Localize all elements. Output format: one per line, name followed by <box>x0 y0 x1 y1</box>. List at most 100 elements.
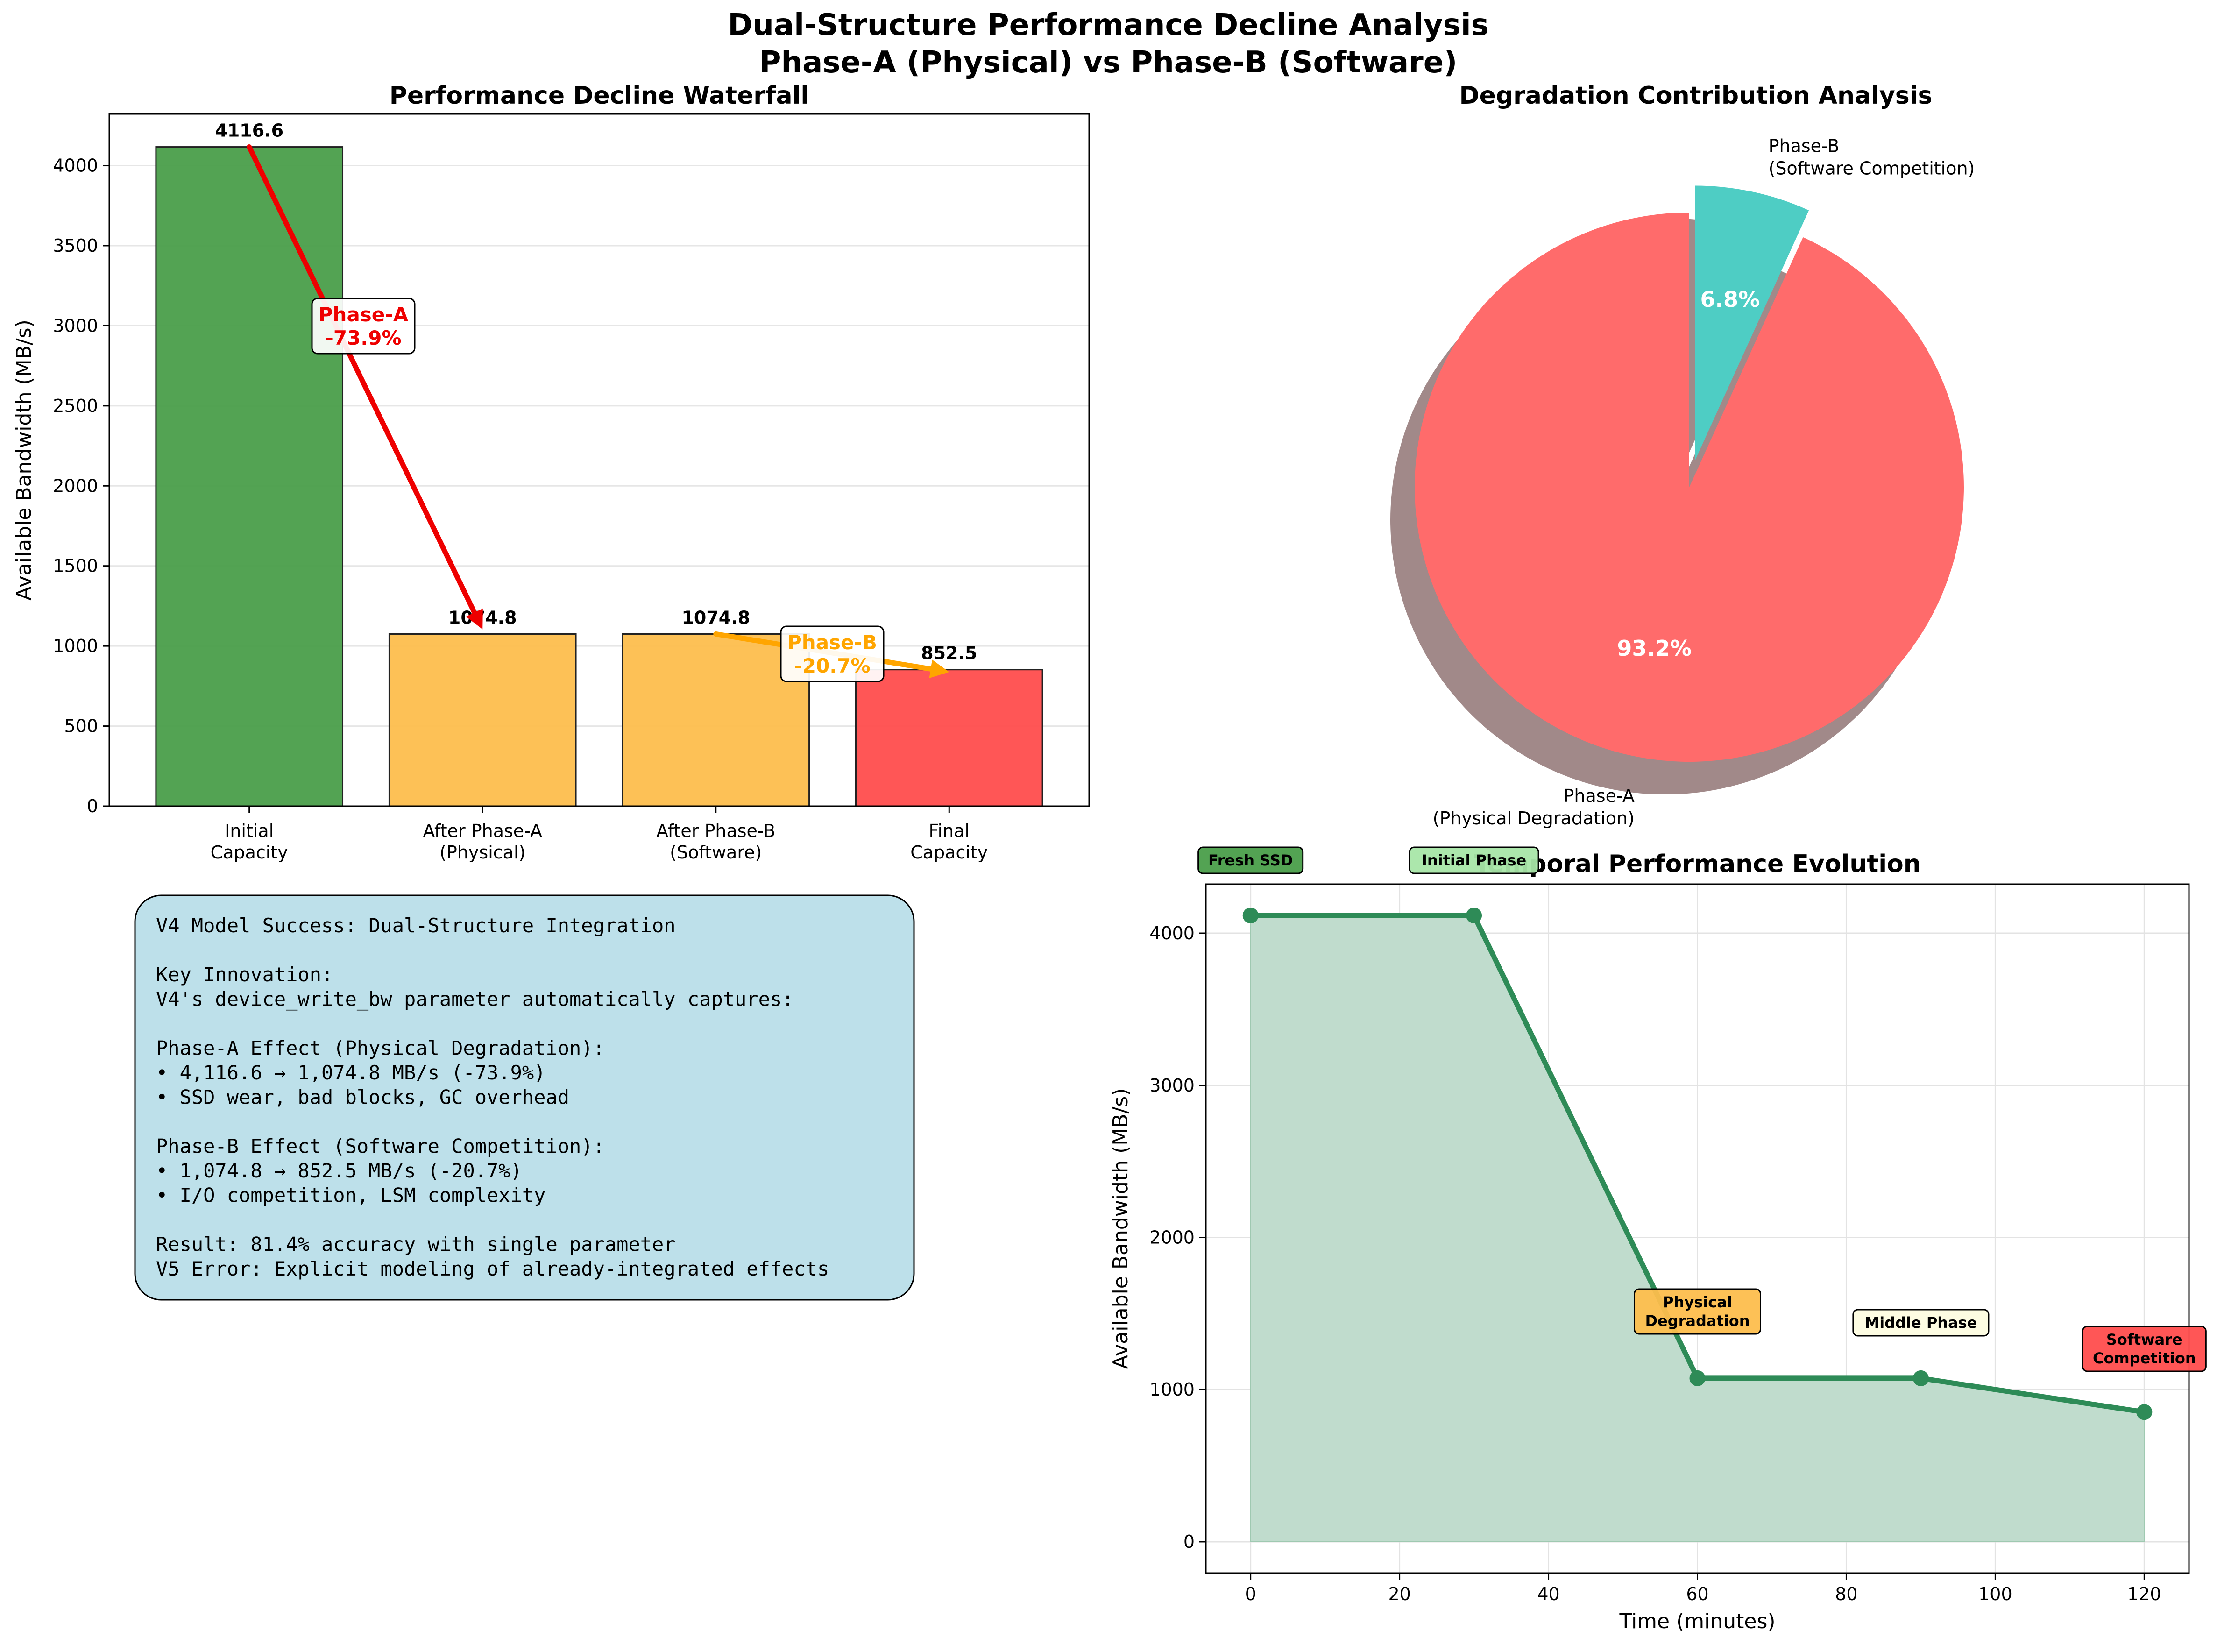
note-line: V4 Model Success: Dual-Structure Integra… <box>156 914 676 937</box>
data-point <box>1912 1370 1929 1386</box>
phase-b-annotation-box <box>780 625 885 682</box>
y-tick-label: 2000 <box>1149 1227 1195 1248</box>
y-tick-label: 4000 <box>1149 923 1195 943</box>
bar <box>388 633 577 807</box>
y-tick-label: 3000 <box>1149 1075 1195 1096</box>
data-point <box>2136 1404 2153 1420</box>
x-tick-label-line: (Physical) <box>439 842 525 863</box>
x-tick-label-line: Capacity <box>211 842 288 863</box>
x-tick-label-line: Initial <box>225 821 274 841</box>
x-tick-label-line: After Phase-A <box>423 821 542 841</box>
note-text: V4 Model Success: Dual-Structure Integra… <box>156 914 829 1280</box>
y-axis-label: Available Bandwidth (MB/s) <box>12 319 36 601</box>
pie-label-phase-a: Phase-A (Physical Degradation) <box>1433 786 1635 829</box>
y-tick-label: 4000 <box>53 156 98 176</box>
x-tick-label: 0 <box>1245 1584 1256 1604</box>
x-tick-label: 40 <box>1537 1584 1559 1604</box>
bar-value-label: 852.5 <box>921 643 977 664</box>
y-tick-label: 0 <box>87 796 98 816</box>
y-tick-label: 3000 <box>53 315 98 336</box>
bar <box>855 669 1043 807</box>
bar-value-label: 4116.6 <box>215 121 283 141</box>
note-box <box>134 894 915 1301</box>
data-point <box>1466 908 1482 924</box>
summary-note: V4 Model Success: Dual-Structure Integra… <box>134 894 915 1301</box>
x-tick-label: 20 <box>1388 1584 1410 1604</box>
pie-label-phase-b-line: Phase-B <box>1769 135 1840 156</box>
phase-label-box <box>2082 1326 2207 1372</box>
note-line: • 1,074.8 → 852.5 MB/s (-20.7%) <box>156 1159 522 1182</box>
phase-label: Software Competition <box>2093 1331 2196 1367</box>
y-tick-label: 1000 <box>1149 1379 1195 1400</box>
phase-label-line: Initial Phase <box>1422 851 1526 869</box>
y-tick-label: 2500 <box>53 396 98 416</box>
phase-a-annotation: Phase-A -73.9% <box>319 303 409 349</box>
phase-a-arrow <box>247 144 477 615</box>
y-tick-label: 500 <box>64 716 98 737</box>
x-tick-label-line: (Software) <box>670 842 762 863</box>
phase-a-annotation-line: -73.9% <box>325 326 401 349</box>
pie-label-phase-b-line: (Software Competition) <box>1769 158 1975 178</box>
phase-label: Middle Phase <box>1864 1314 1977 1332</box>
x-tick-label: Initial Capacity <box>211 821 288 863</box>
x-tick-label: 100 <box>1978 1584 2012 1604</box>
x-tick-label: 120 <box>2127 1584 2161 1604</box>
phase-label: Initial Phase <box>1422 851 1526 869</box>
y-axis-label: Available Bandwidth (MB/s) <box>1109 1088 1133 1369</box>
note-line: V4's device_write_bw parameter automatic… <box>156 988 793 1011</box>
phase-b-annotation-line: Phase-B <box>787 631 877 654</box>
y-tick-label: 1000 <box>53 636 98 656</box>
timeline-chart: 0 20 40 60 80 100 120 0 1000 2000 3000 4000 Time (mi… <box>1109 846 2207 1633</box>
chart-title: Degradation Contribution Analysis <box>1459 82 1932 110</box>
pie-label-phase-a-line: Phase-A <box>1564 786 1635 806</box>
x-tick-label-line: After Phase-B <box>656 821 775 841</box>
note-line: Phase-B Effect (Software Competition): <box>156 1135 605 1158</box>
x-tick-label-line: Final <box>928 821 970 841</box>
phase-label-box <box>1634 1288 1761 1335</box>
phase-b-annotation: Phase-B -20.7% <box>787 631 877 677</box>
pie-chart: Degradation Contribution Analysis 93.2% 6.… <box>1390 82 1975 829</box>
note-line: • SSD wear, bad blocks, GC overhead <box>156 1086 569 1109</box>
note-line: • I/O competition, LSM complexity <box>156 1184 545 1207</box>
data-point <box>1689 1370 1706 1386</box>
data-point <box>1242 908 1259 924</box>
figure-title-line1: Dual-Structure Performance Decline Analy… <box>728 8 1489 43</box>
x-axis-label: Time (minutes) <box>1619 1609 1775 1633</box>
phase-label-line: Middle Phase <box>1864 1314 1977 1332</box>
note-line: V5 Error: Explicit modeling of already-i… <box>156 1257 829 1280</box>
bar-value-label: 1074.8 <box>681 607 750 628</box>
note-line: Phase-A Effect (Physical Degradation): <box>156 1037 605 1060</box>
bar <box>155 146 344 807</box>
phase-label-line: Software <box>2106 1331 2182 1348</box>
phase-label: Fresh SSD <box>1208 851 1293 869</box>
phase-a-annotation-box <box>311 298 416 355</box>
phase-label-box <box>1852 1309 1990 1337</box>
note-line: • 4,116.6 → 1,074.8 MB/s (-73.9%) <box>156 1061 545 1084</box>
axes-frame <box>108 113 1090 807</box>
phase-label-line: Degradation <box>1645 1312 1750 1330</box>
phase-label-line: Physical <box>1663 1293 1732 1311</box>
x-tick-label: 80 <box>1835 1584 1857 1604</box>
y-tick-label: 3500 <box>53 235 98 256</box>
phase-label-line: Fresh SSD <box>1208 851 1293 869</box>
y-tick-label: 1500 <box>53 556 98 576</box>
pie-pct-label: 93.2% <box>1617 636 1692 661</box>
phase-label: Physical Degradation <box>1645 1293 1750 1330</box>
phase-a-arrow-head <box>466 608 483 630</box>
x-tick-label: 60 <box>1686 1584 1708 1604</box>
x-tick-label: After Phase-B (Software) <box>656 821 775 863</box>
y-tick-label: 2000 <box>53 475 98 496</box>
phase-a-annotation-line: Phase-A <box>319 303 409 326</box>
pie-label-phase-a-line: (Physical Degradation) <box>1433 808 1635 829</box>
phase-b-arrow-head <box>929 659 949 679</box>
pie-label-phase-b: Phase-B (Software Competition) <box>1769 135 1975 178</box>
note-line: Result: 81.4% accuracy with single param… <box>156 1233 676 1256</box>
x-tick-label: After Phase-A (Physical) <box>423 821 542 863</box>
figure-title-line2: Phase-A (Physical) vs Phase-B (Software) <box>759 45 1458 80</box>
note-line: Key Innovation: <box>156 963 333 986</box>
pie-slice <box>1695 185 1809 461</box>
pie-pct-label: 6.8% <box>1700 287 1760 312</box>
y-tick-label: 0 <box>1183 1531 1195 1552</box>
